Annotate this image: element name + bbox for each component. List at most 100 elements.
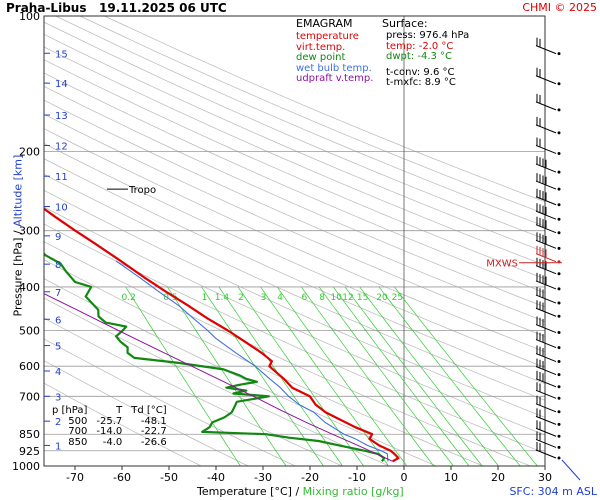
wind-barb-dot: [557, 287, 561, 291]
wind-barb-stem: [535, 403, 557, 413]
wind-barb-stem: [535, 124, 557, 134]
altitude-tick-label: 8: [55, 260, 61, 271]
table-cell: -25.7: [96, 415, 123, 427]
legend-title: EMAGRAM: [296, 17, 353, 30]
dry-adiabat: [44, 99, 545, 322]
altitude-tick-label: 6: [55, 315, 61, 326]
altitude-tick-label: 9: [55, 232, 61, 243]
surface-tconv: t-conv: 9.6 °C: [386, 66, 455, 78]
dry-adiabat: [44, 113, 545, 337]
table-row: 700 -14.0 -22.7: [52, 426, 167, 438]
x-axis-separator: /: [295, 485, 300, 498]
mixing-ratio-line: [218, 286, 343, 466]
wind-barb-stem: [535, 144, 557, 154]
wind-barb-dot: [557, 396, 561, 400]
station-title: Praha-Libus 19.11.2025 06 UTC: [6, 1, 227, 15]
table-header-cell: Td [°C]: [131, 405, 167, 416]
pressure-tick-label: 700: [19, 390, 40, 403]
dry-adiabat: [44, 223, 545, 454]
wind-barb-stem: [535, 265, 557, 275]
pressure-tick-label: 1000: [12, 460, 40, 473]
temperature-tick-label: 20: [491, 471, 505, 484]
table-cell: 500: [68, 415, 88, 427]
wind-barb-stem: [535, 75, 557, 85]
pressure-tick-label: 850: [19, 428, 40, 441]
temperature-tick-label: 30: [538, 471, 552, 484]
altitude-tick-label: 7: [55, 288, 61, 299]
surface-temp: temp: -2.0 °C: [386, 40, 454, 52]
series-line-temperature: [44, 207, 400, 463]
series-line-wetbulb: [115, 260, 389, 462]
table-row: 850 -4.0 -26.6: [52, 436, 166, 449]
wind-barb-dot: [557, 422, 561, 426]
mixing-ratio-label: 20: [376, 293, 388, 303]
sfc-note: SFC: 304 m ASL: [509, 485, 597, 498]
credit-link[interactable]: CHMI © 2025: [522, 1, 597, 14]
legend: EMAGRAM temperature virt.temp. dew point…: [296, 17, 374, 85]
mixing-ratio-line: [276, 286, 408, 466]
dry-adiabat: [44, 21, 545, 240]
altitude-tick-label: 12: [55, 142, 68, 153]
temperature-tick-label: -50: [160, 471, 178, 484]
mixing-ratio-line: [125, 286, 241, 466]
y-axis-altitude-label: Altitude [km]: [11, 154, 25, 227]
dry-adiabat: [44, 33, 545, 253]
plot-border: [43, 15, 546, 467]
altitude-tick-label: 15: [55, 49, 68, 60]
wind-barb-stem: [535, 196, 557, 206]
temperature-tick-label: 0: [401, 471, 408, 484]
temperature-tick-label: -40: [207, 471, 225, 484]
x-axis-title: Temperature [°C] / Mixing ratio [g/kg]: [197, 485, 404, 498]
altitude-tick-label: 2: [55, 417, 61, 428]
annotations: Tropo MXWS: [107, 185, 562, 270]
table-cell: -22.7: [140, 426, 167, 438]
temperature-tick-label: -30: [254, 471, 272, 484]
mixing-ratio-label: 15: [357, 293, 368, 303]
legend-item-updraft: udpraft v.temp.: [296, 73, 374, 85]
wind-barb-dot: [557, 131, 561, 135]
wind-barb-stem: [535, 239, 557, 249]
temperature-tick-label: -10: [348, 471, 366, 484]
mixing-ratio-line: [344, 286, 483, 466]
tick-labels: 1002003004005006007008509251000123456789…: [12, 10, 552, 484]
mixing-ratio-label: 4: [277, 293, 283, 303]
table-row: 500 -25.7 -48.1: [52, 415, 166, 428]
dry-adiabat: [104, 16, 545, 203]
mixing-ratio-line: [394, 286, 538, 466]
dry-adiabat: [44, 72, 545, 294]
legend-item-dew-point: dew point: [296, 52, 346, 64]
pressure-tick-label: 300: [19, 225, 40, 238]
wind-barb-stem: [535, 307, 557, 317]
tropopause-label: Tropo: [128, 185, 156, 196]
surface-tmxfc: t-mxfc: 8.9 °C: [386, 77, 456, 89]
table-cell: 850: [68, 436, 88, 448]
table-header: p [hPa] T Td [°C]: [52, 405, 167, 417]
wind-barb-dot: [557, 331, 561, 335]
wind-barb-stem: [535, 180, 557, 190]
pressure-tick-label: 925: [19, 445, 40, 458]
wind-barb-stem: [535, 45, 557, 55]
mixing-ratio-label: 2: [238, 293, 244, 303]
wind-barb-dot: [557, 231, 561, 235]
dry-adiabat: [44, 128, 545, 353]
dry-adiabat: [55, 16, 545, 227]
wind-barb-dot: [557, 203, 561, 207]
legend-item-temperature: temperature: [296, 31, 359, 43]
wind-barb-dot: [557, 187, 561, 191]
altitude-tick-label: 3: [55, 392, 61, 403]
y-axis-pressure-label: Pressure [hPa]: [11, 237, 25, 317]
wind-barb-stem: [535, 163, 557, 173]
grid-lines: [44, 16, 545, 466]
wind-barb-dot: [557, 314, 561, 318]
mixing-ratio-label: 10: [330, 293, 342, 303]
wind-barb-dot: [557, 456, 561, 460]
table-header-cell: T: [116, 405, 123, 416]
wind-barb-dot: [557, 410, 561, 414]
temperature-tick-label: 10: [444, 471, 458, 484]
wind-barb-dot: [557, 52, 561, 56]
mixing-ratio-label: 25: [392, 293, 403, 303]
wind-barb-stem: [535, 449, 557, 459]
wind-barb-dot: [557, 217, 561, 221]
temperature-tick-label: -70: [66, 471, 84, 484]
temperature-tick-label: -60: [113, 471, 131, 484]
